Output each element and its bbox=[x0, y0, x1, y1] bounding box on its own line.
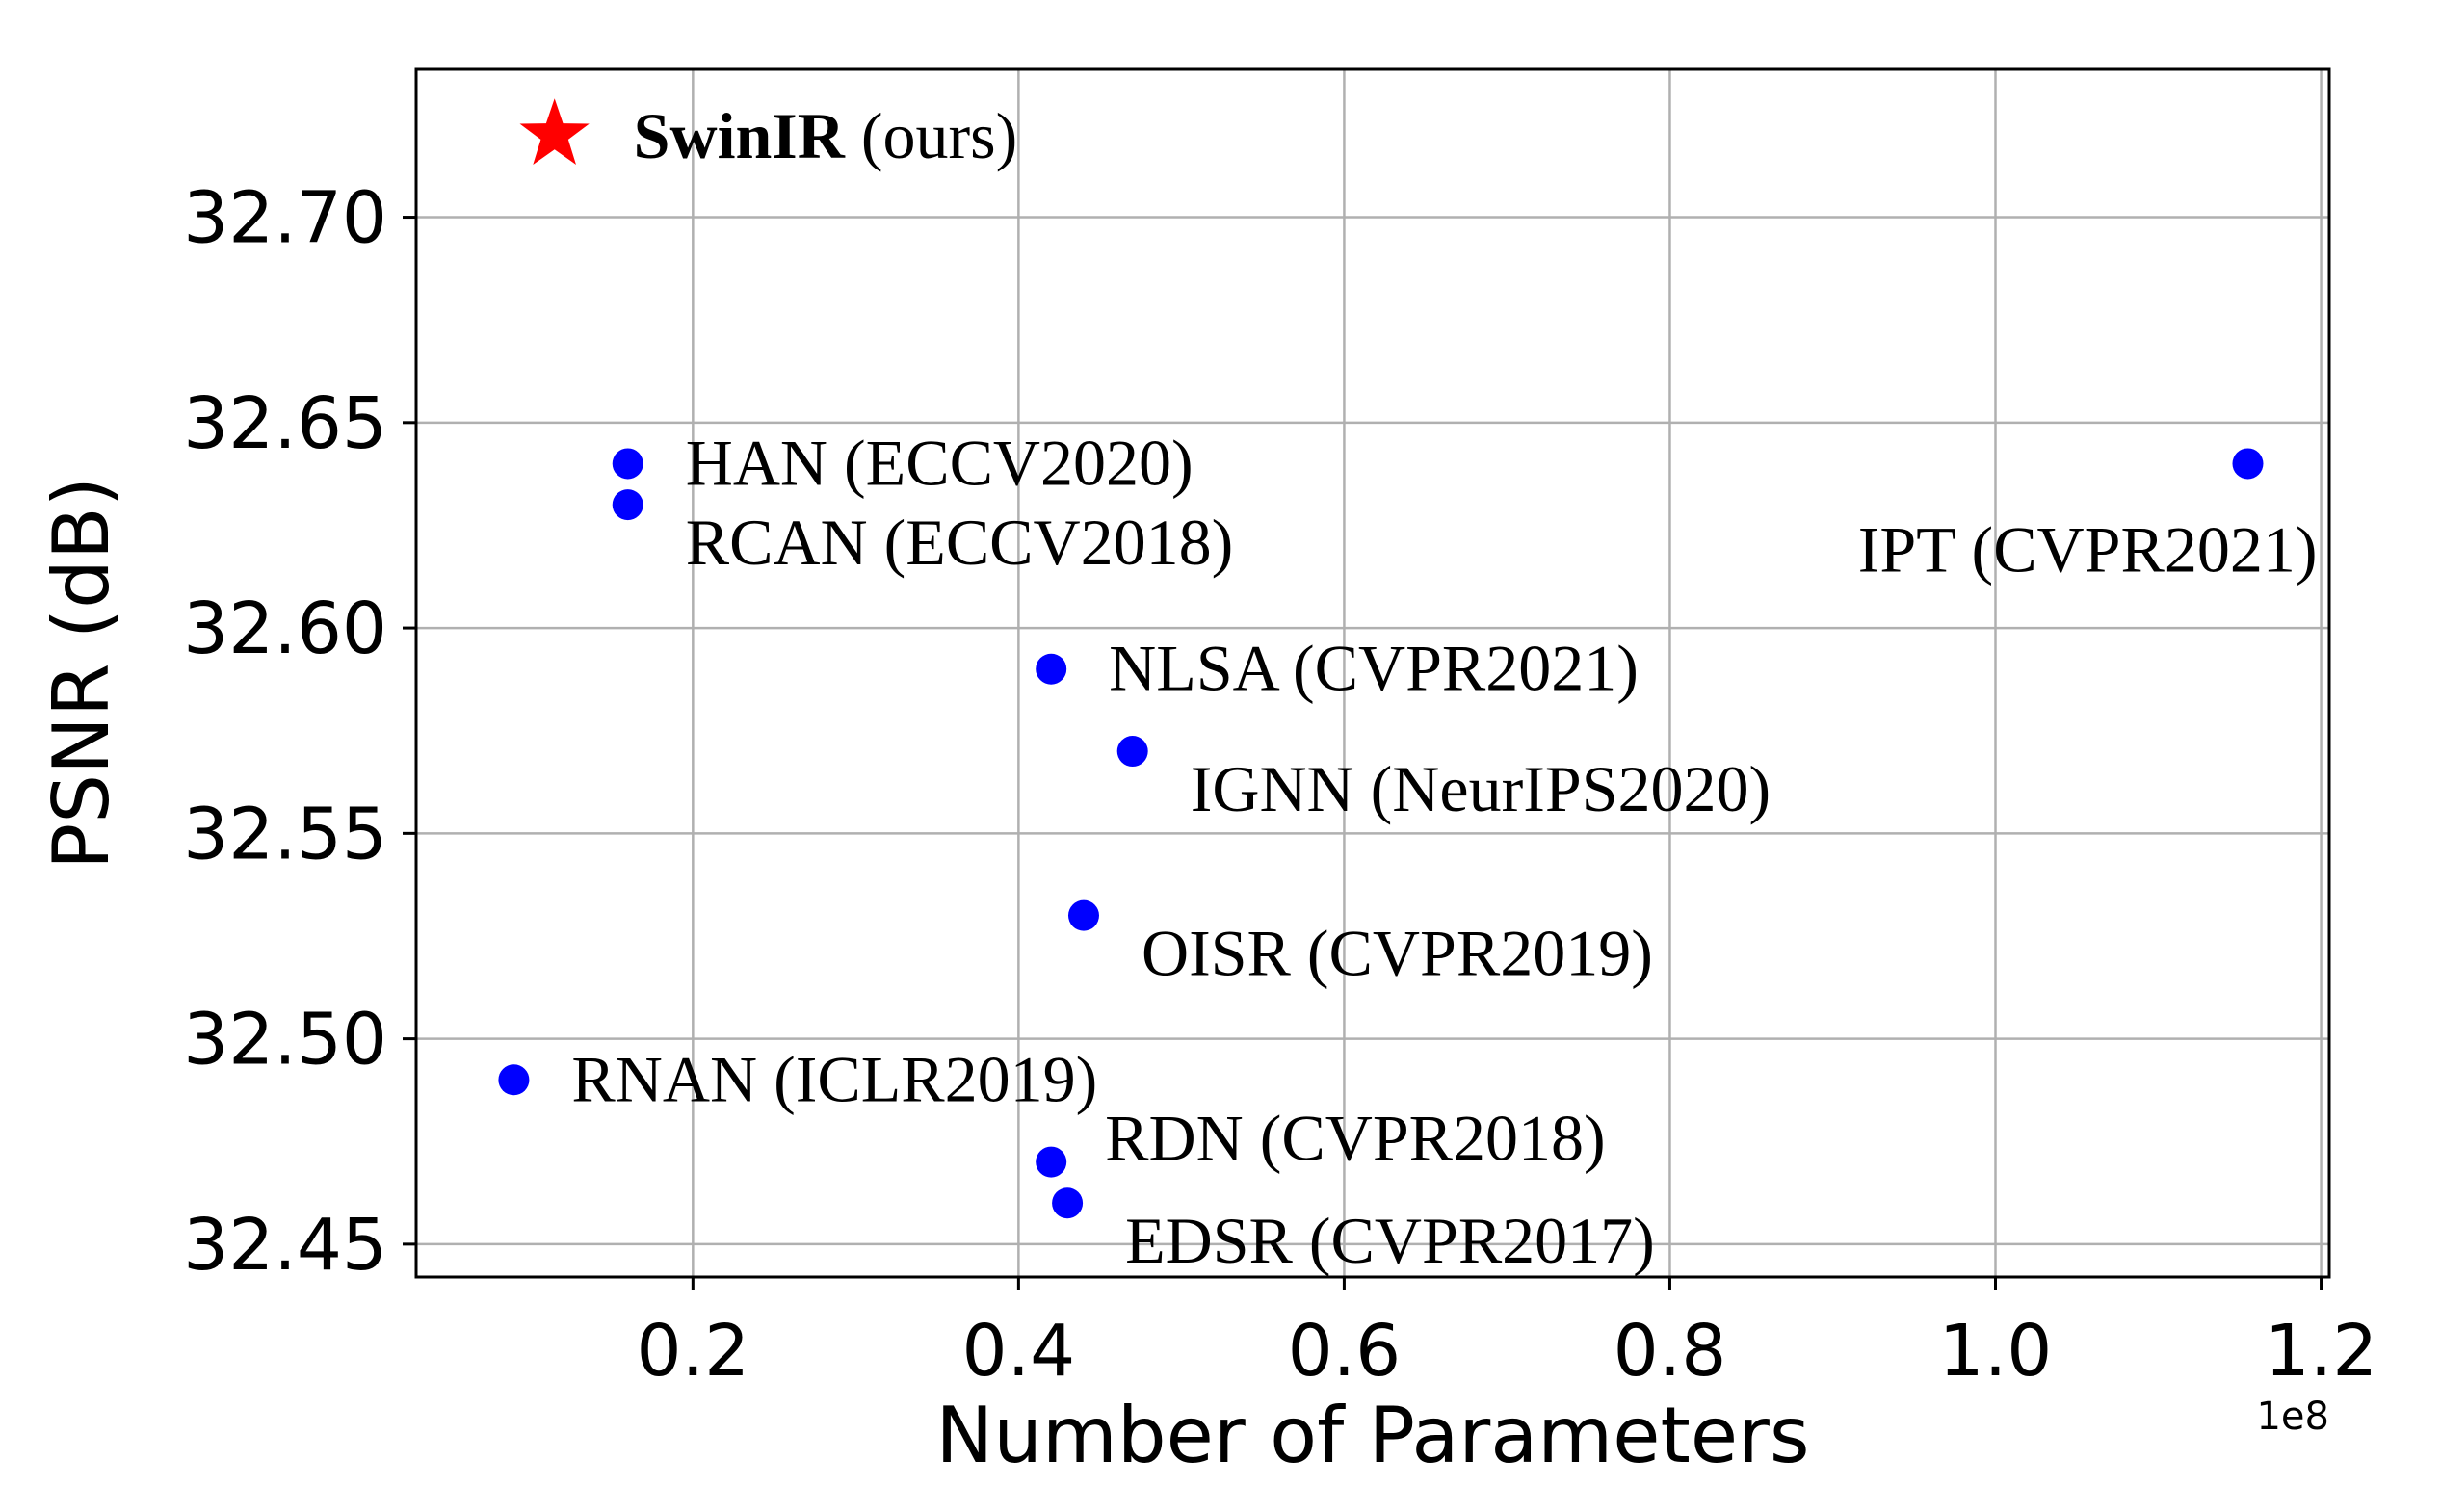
y-tick-label: 32.60 bbox=[183, 587, 387, 670]
point-label: RDN (CVPR2018) bbox=[1105, 1102, 1606, 1175]
x-offset-label: 1e8 bbox=[2256, 1395, 2329, 1439]
point-label: RNAN (ICLR2019) bbox=[571, 1042, 1097, 1115]
data-point bbox=[1052, 1187, 1084, 1219]
plot-frame bbox=[414, 67, 2331, 1279]
data-point bbox=[612, 448, 643, 480]
x-tick-label: 0.2 bbox=[636, 1310, 749, 1393]
y-axis-title: PSNR (dB) bbox=[37, 477, 126, 870]
grid-lines bbox=[416, 69, 2329, 1277]
data-point bbox=[2232, 448, 2264, 480]
x-tick-label: 1.2 bbox=[2265, 1310, 2378, 1393]
point-label: HAN (ECCV2020) bbox=[686, 426, 1194, 499]
point-label: OISR (CVPR2019) bbox=[1142, 917, 1653, 990]
swinir-name: SwinIR bbox=[634, 99, 846, 172]
y-tick-label: 32.70 bbox=[183, 177, 387, 260]
y-tick-label: 32.50 bbox=[183, 999, 387, 1082]
y-tick-label: 32.65 bbox=[183, 382, 387, 465]
point-label: NLSA (CVPR2021) bbox=[1109, 632, 1639, 705]
x-tick-label: 0.6 bbox=[1288, 1310, 1402, 1393]
axis-ticks: 0.2 0.4 0.6 0.8 1.0 1.2 32.45 32.50 32.55 32.60 32… bbox=[183, 177, 2377, 1393]
data-points bbox=[498, 448, 2264, 1219]
y-tick-label: 32.45 bbox=[183, 1204, 387, 1287]
point-label: EDSR (CVPR2017) bbox=[1125, 1204, 1655, 1277]
y-tick-label: 32.55 bbox=[183, 793, 387, 875]
point-label: IPT (CVPR2021) bbox=[1858, 512, 2318, 586]
swinir-label: SwinIR (ours) bbox=[634, 99, 1018, 172]
x-tick-label: 0.4 bbox=[962, 1310, 1076, 1393]
data-point bbox=[1036, 1146, 1067, 1178]
data-point bbox=[1116, 736, 1148, 768]
data-point bbox=[498, 1064, 530, 1096]
x-tick-label: 1.0 bbox=[1939, 1310, 2053, 1393]
x-axis-title: Number of Parameters bbox=[935, 1391, 1809, 1480]
swinir-star-marker bbox=[519, 98, 590, 165]
highlight-legend: SwinIR (ours) bbox=[519, 98, 1018, 172]
point-label: IGNN (NeurIPS2020) bbox=[1191, 752, 1771, 825]
x-tick-label: 0.8 bbox=[1614, 1310, 1727, 1393]
swinir-suffix: (ours) bbox=[861, 99, 1017, 172]
data-point bbox=[1067, 899, 1099, 931]
point-label: RCAN (ECCV2018) bbox=[686, 506, 1234, 579]
data-point bbox=[612, 489, 643, 521]
point-labels: HAN (ECCV2020)RCAN (ECCV2018) IPT (CVPR20… bbox=[571, 426, 2317, 1277]
data-point bbox=[1036, 653, 1067, 685]
